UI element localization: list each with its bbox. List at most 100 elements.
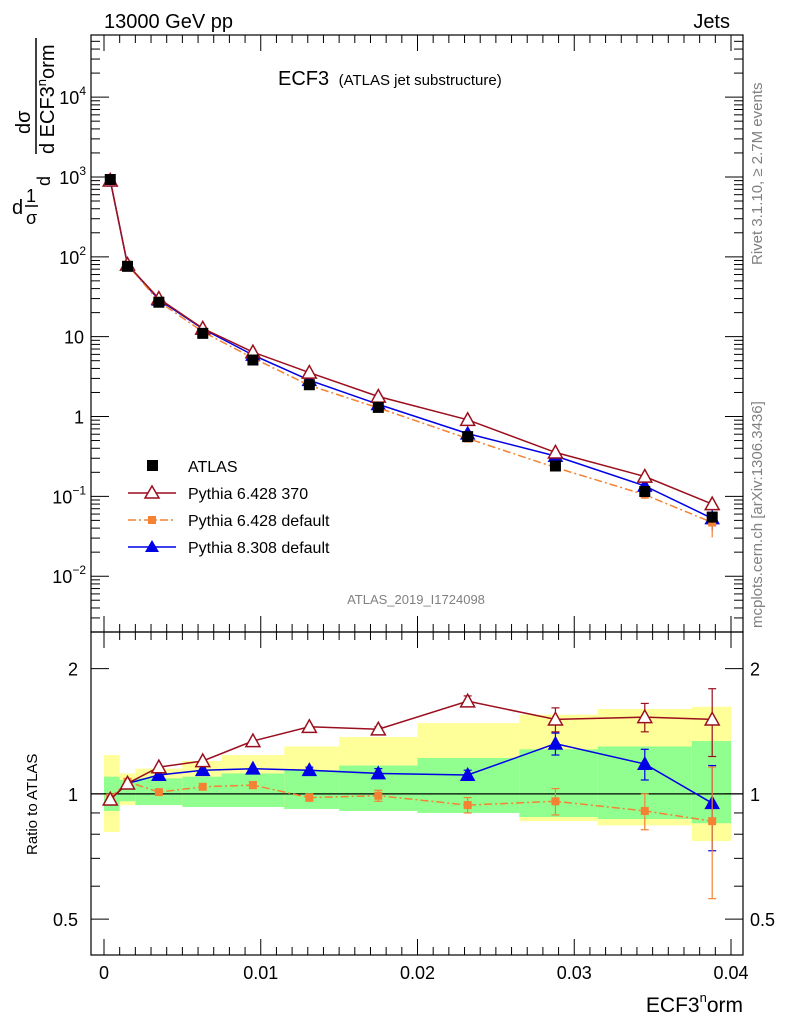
main-y-ticklabel: 102: [59, 244, 86, 268]
legend-entry-py6-370: Pythia 6.428 370: [128, 484, 308, 503]
ratio-point: [370, 720, 387, 736]
main-point: [703, 495, 721, 511]
main-point: [153, 296, 165, 308]
ratio-point: [374, 791, 383, 800]
xlabel-main: ECF3: [646, 994, 700, 1017]
main-point: [459, 411, 476, 427]
x-ticklabel: 0.01: [243, 963, 278, 983]
ratio-point: [703, 710, 721, 726]
ratio-ylabel: Ratio to ATLAS: [24, 754, 41, 855]
main-y-ticklabel-base: 10: [59, 168, 79, 188]
main-point: [549, 460, 561, 472]
ratio-point: [459, 692, 476, 708]
main-point: [370, 387, 387, 403]
xlabel-suffix: orm: [707, 994, 743, 1017]
analysis-watermark: ATLAS_2019_I1724098: [347, 592, 485, 607]
main-ylabel: d 1 σ d dσ d ECF3norm: [12, 38, 59, 228]
ylabel-den-prefix: d ECF3: [37, 86, 59, 154]
ratio-axes: 0.5 0.5 1 1 2 2: [53, 35, 775, 956]
green-band-bin: [691, 741, 731, 824]
ratio-y-ticklabel-right: 0.5: [750, 910, 775, 930]
main-y-ticklabel-exp: −2: [72, 563, 86, 577]
ratio-point: [547, 710, 564, 726]
main-y-ticklabel-base: 10: [52, 487, 72, 507]
ylabel-d1: d: [12, 197, 23, 219]
ylabel-den-sup: n: [34, 79, 49, 86]
main-y-ticklabel: 10−2: [52, 563, 86, 587]
ratio-y-ticklabel-right: 1: [750, 785, 760, 805]
main-point: [301, 364, 318, 379]
ratio-point: [244, 732, 262, 748]
ratio-point: [245, 760, 261, 775]
main-series-0: [104, 173, 718, 523]
jets-label: Jets: [693, 11, 730, 33]
main-y-ticklabel: 103: [59, 164, 86, 188]
xlabel-sup: n: [700, 990, 707, 1005]
ylabel-den-suffix: orm: [37, 45, 59, 79]
ratio-y-ticklabel-left: 2: [68, 660, 78, 680]
mcplots-info: mcplots.cern.ch [arXiv:1306.3436]: [749, 401, 766, 628]
ratio-point: [248, 781, 257, 790]
ratio-series: [101, 688, 721, 900]
ratio-y-ticklabel-right: 2: [750, 660, 760, 680]
legend-label-py8-default: Pythia 8.308 default: [188, 540, 330, 557]
main-series-line: [109, 180, 713, 505]
legend-entry-py6-default: Pythia 6.428 default: [128, 513, 330, 530]
main-point: [197, 327, 209, 339]
legend-entry-py8-default: Pythia 8.308 default: [128, 540, 330, 557]
ratio-point: [154, 788, 163, 797]
main-point: [372, 401, 384, 413]
main-point: [639, 486, 651, 498]
x-ticklabel: 0: [99, 963, 109, 983]
main-point: [547, 443, 564, 459]
green-band-bin: [221, 773, 285, 808]
main-point: [706, 511, 718, 523]
ratio-series-0: [101, 688, 721, 806]
ratio-point: [708, 817, 717, 826]
ylabel-top-num: dσ: [13, 110, 35, 134]
legend-label-py6-default: Pythia 6.428 default: [188, 513, 330, 530]
ratio-point: [119, 774, 136, 790]
chart-title: ECF3 (ATLAS jet substructure): [278, 68, 502, 90]
main-series-3: [102, 172, 720, 531]
legend-marker-atlas: [147, 460, 158, 471]
x-ticklabel: 0.03: [557, 963, 592, 983]
main-y-ticklabel: 1: [74, 408, 84, 428]
ratio-point: [305, 793, 314, 802]
main-point: [247, 354, 259, 366]
ratio-point: [151, 767, 167, 781]
ratio-point: [194, 752, 212, 768]
main-y-ticklabel-exp: 4: [79, 84, 86, 98]
ratio-point: [194, 762, 211, 777]
ratio-point: [301, 762, 318, 777]
legend-marker-py8-default: [145, 540, 159, 552]
legend-marker-py6-370: [143, 484, 161, 499]
ylabel-frac-num: 1: [26, 186, 36, 206]
ratio-point: [463, 801, 472, 810]
x-ticklabel: 0.04: [713, 963, 748, 983]
main-y-ticklabel-base: 10: [59, 88, 79, 108]
main-y-ticklabel-base: 10: [52, 567, 72, 587]
green-band-bin: [182, 776, 222, 808]
ratio-y-ticklabel-left: 0.5: [53, 910, 78, 930]
main-y-ticklabel-exp: 2: [79, 244, 86, 258]
ylabel-d2: d: [34, 176, 54, 186]
main-y-ticklabel-exp: 3: [79, 164, 86, 178]
ratio-point: [636, 708, 654, 724]
main-y-ticklabel: 104: [59, 84, 86, 108]
main-point: [462, 431, 474, 443]
ratio-point: [150, 758, 168, 774]
legend-entry-atlas: ATLAS: [147, 459, 238, 476]
ylabel-den: d ECF3norm: [34, 45, 59, 155]
main-y-ticklabel: 10: [64, 328, 84, 348]
title-main: ECF3: [278, 68, 329, 90]
ratio-point: [301, 718, 318, 734]
legend-label-atlas: ATLAS: [188, 459, 238, 476]
legend-label-py6-370: Pythia 6.428 370: [188, 486, 308, 503]
main-y-ticklabel-base: 10: [59, 248, 79, 268]
ratio-point: [101, 790, 119, 806]
energy-label: 13000 GeV pp: [104, 11, 233, 33]
main-point: [303, 379, 315, 391]
ratio-point: [551, 797, 560, 806]
